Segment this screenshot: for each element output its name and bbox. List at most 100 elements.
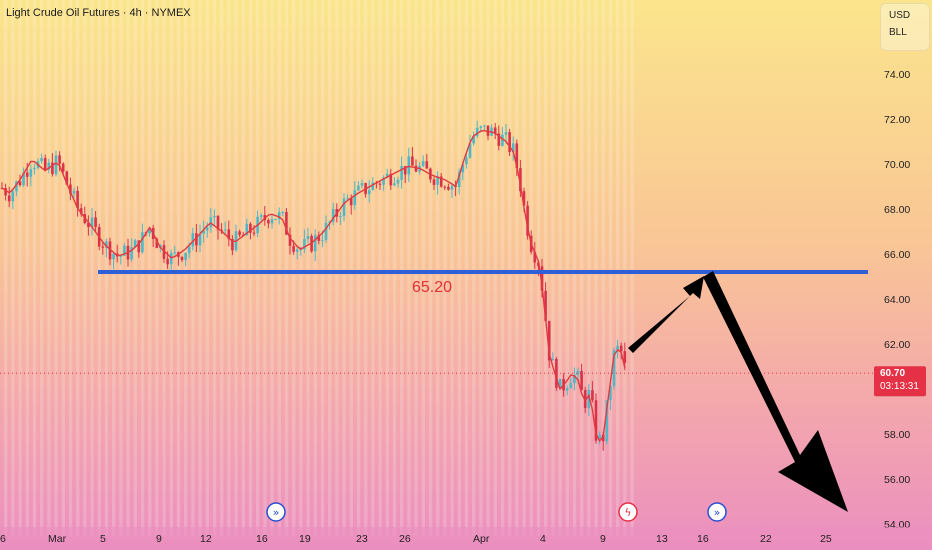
candle-body bbox=[558, 378, 562, 388]
moving-average-line bbox=[1, 129, 626, 443]
candle-body bbox=[339, 216, 342, 218]
session-stripe bbox=[544, 0, 548, 536]
candle-body bbox=[450, 185, 454, 190]
candle-body bbox=[40, 158, 43, 162]
session-stripe bbox=[270, 0, 274, 536]
session-stripe bbox=[407, 0, 411, 536]
session-stripe bbox=[328, 0, 332, 536]
session-stripe bbox=[220, 0, 224, 536]
candle-body bbox=[331, 209, 335, 222]
last-price-tag: 60.70 03:13:31 bbox=[874, 366, 926, 397]
candle-body bbox=[583, 390, 587, 409]
session-stripe bbox=[335, 0, 339, 536]
candle-body bbox=[346, 198, 349, 200]
candle-body bbox=[72, 190, 76, 194]
x-tick-label: 9 bbox=[600, 533, 606, 545]
session-stripe bbox=[349, 0, 353, 536]
y-tick-label: 66.00 bbox=[884, 249, 910, 261]
candle-body bbox=[569, 383, 573, 389]
candle-body bbox=[76, 190, 79, 209]
x-axis: 6 Mar 5 9 12 16 19 23 26 Apr 4 9 13 16 22 25 bbox=[0, 527, 932, 550]
candle-body bbox=[220, 229, 223, 231]
currency-unit-selector[interactable]: USD BLL bbox=[880, 3, 930, 51]
x-tick-label: 6 bbox=[0, 533, 6, 545]
candle-body bbox=[162, 245, 166, 259]
candle-body bbox=[15, 181, 18, 192]
session-stripe bbox=[522, 0, 526, 536]
session-stripe bbox=[241, 0, 245, 536]
candle-body bbox=[274, 219, 277, 220]
candle-body bbox=[486, 125, 490, 136]
event-marker-3[interactable]: » bbox=[707, 502, 727, 522]
candle-body bbox=[119, 255, 123, 257]
candle-body bbox=[324, 222, 328, 240]
candle-body bbox=[501, 134, 504, 146]
candle-body bbox=[238, 231, 241, 235]
candle-body bbox=[202, 230, 205, 234]
unit-label: BLL bbox=[889, 27, 907, 38]
session-stripe bbox=[61, 0, 65, 536]
x-tick-label: Apr bbox=[473, 533, 490, 545]
event-marker-1[interactable]: » bbox=[266, 502, 286, 522]
session-stripe bbox=[90, 0, 94, 536]
candle-body bbox=[79, 208, 83, 215]
candle-body bbox=[609, 386, 612, 401]
candle-body bbox=[616, 345, 619, 350]
session-stripe bbox=[457, 0, 461, 536]
session-stripe bbox=[558, 0, 562, 536]
candle-body bbox=[447, 186, 450, 190]
x-tick-label: Mar bbox=[48, 533, 67, 545]
candle-body bbox=[213, 215, 216, 218]
candle-body bbox=[511, 143, 515, 153]
candle-body bbox=[393, 183, 396, 186]
session-stripe bbox=[155, 0, 159, 536]
session-stripe bbox=[508, 0, 512, 536]
session-stripe bbox=[565, 0, 569, 536]
candle-body bbox=[522, 191, 526, 206]
session-stripe bbox=[356, 0, 361, 536]
session-stripe bbox=[68, 0, 73, 536]
session-stripe bbox=[472, 0, 476, 536]
session-stripe bbox=[184, 0, 188, 536]
candle-body bbox=[357, 185, 360, 191]
last-price-value: 60.70 bbox=[880, 368, 905, 379]
candle-body bbox=[133, 240, 137, 248]
session-stripe bbox=[198, 0, 202, 536]
candle-body bbox=[465, 157, 468, 165]
candle-body bbox=[245, 223, 249, 236]
y-tick-label: 62.00 bbox=[884, 339, 910, 351]
session-stripe bbox=[248, 0, 253, 536]
bar-countdown: 03:13:31 bbox=[880, 381, 919, 392]
candle-body bbox=[169, 252, 173, 265]
candle-body bbox=[378, 183, 382, 185]
candle-body bbox=[425, 161, 429, 169]
candle-body bbox=[105, 241, 108, 248]
candle-body bbox=[184, 252, 187, 260]
session-stripe bbox=[162, 0, 166, 536]
session-stripe bbox=[630, 0, 634, 536]
candle-body bbox=[108, 241, 112, 260]
candle-body bbox=[436, 176, 439, 185]
candle-body bbox=[112, 253, 115, 260]
candle-body bbox=[483, 125, 486, 127]
y-tick-label: 68.00 bbox=[884, 204, 910, 216]
candle-body bbox=[25, 172, 29, 177]
session-stripe bbox=[234, 0, 238, 536]
candle-body bbox=[601, 434, 605, 442]
candle-body bbox=[400, 166, 403, 180]
candle-body bbox=[227, 229, 231, 239]
candle-body bbox=[605, 400, 609, 442]
session-stripe bbox=[608, 0, 613, 536]
candle-body bbox=[533, 251, 537, 263]
session-stripe bbox=[594, 0, 598, 536]
session-stripe bbox=[263, 0, 267, 536]
candle-body bbox=[342, 198, 346, 217]
event-marker-2[interactable]: ϟ bbox=[618, 502, 638, 522]
session-stripe bbox=[385, 0, 389, 536]
candle-body bbox=[439, 176, 443, 187]
candle-body bbox=[7, 195, 11, 202]
session-stripe bbox=[97, 0, 101, 536]
candle-body bbox=[141, 232, 144, 253]
session-stripe bbox=[587, 0, 591, 536]
